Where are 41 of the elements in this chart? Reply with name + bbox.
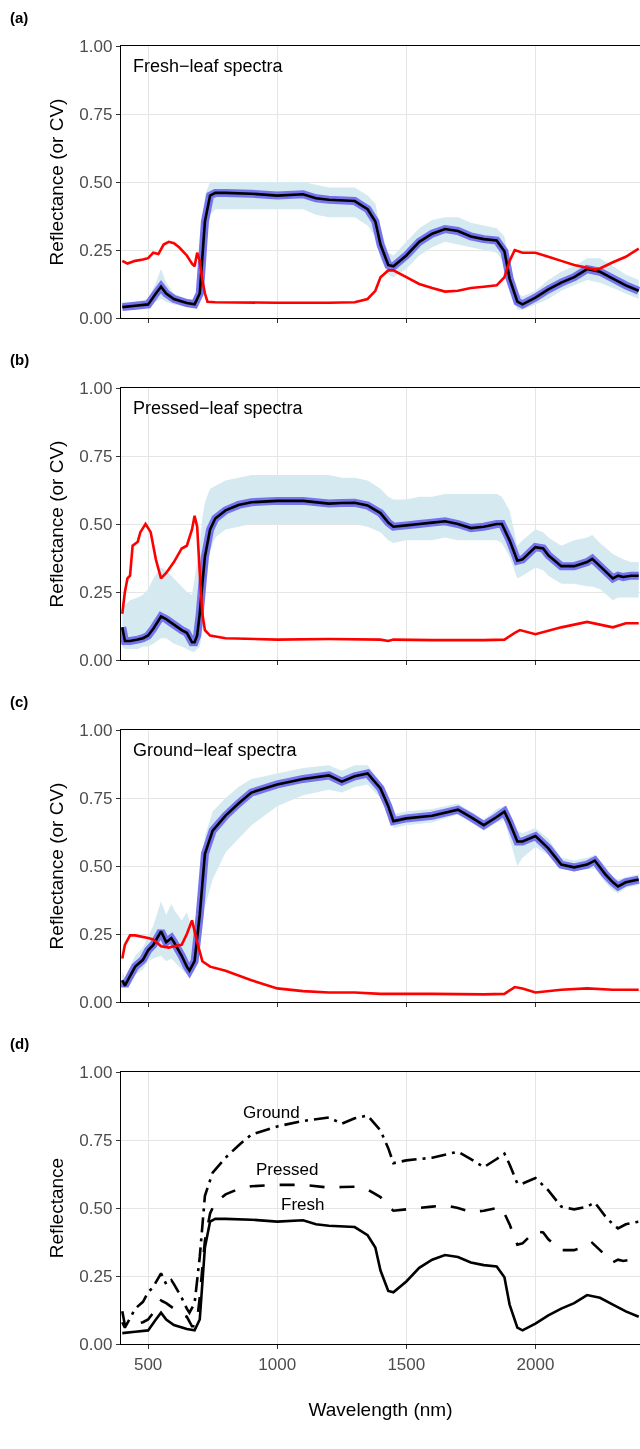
- x-axis-title: Wavelength (nm): [308, 1399, 453, 1421]
- y-tick-label: 0.25: [79, 1266, 113, 1286]
- y-axis-title: Reflectance (or CV): [46, 440, 68, 608]
- y-tick-label: 0.00: [79, 992, 113, 1012]
- y-tick-label: 0.00: [79, 308, 113, 328]
- x-tick-label: 2000: [516, 1354, 555, 1374]
- x-tick-label: 1000: [258, 1354, 297, 1374]
- series-label: Fresh: [281, 1195, 325, 1214]
- y-tick-label: 0.00: [79, 650, 113, 670]
- text: (d): [10, 1035, 30, 1052]
- y-tick-label: 0.75: [79, 446, 113, 466]
- line-series: [121, 919, 640, 996]
- y-tick-label: 0.50: [79, 856, 113, 876]
- text: Fresh−leaf spectra: [133, 56, 284, 76]
- y-tick-label: 1.00: [79, 378, 113, 398]
- y-tick-label: 0.75: [79, 104, 113, 124]
- text: Pressed−leaf spectra: [133, 398, 304, 418]
- y-axis-title: Reflectance (or CV): [46, 782, 68, 950]
- y-tick-label: 0.75: [79, 788, 113, 808]
- y-tick-label: 0.25: [79, 582, 113, 602]
- series-label: Ground: [243, 1103, 300, 1122]
- series-label: Pressed: [256, 1160, 319, 1179]
- line-series: [121, 240, 640, 305]
- y-axis-title: Reflectance: [46, 1157, 68, 1259]
- y-tick-label: 1.00: [79, 720, 113, 740]
- text: (a): [10, 9, 29, 26]
- y-tick-label: 0.25: [79, 240, 113, 260]
- y-tick-label: 0.25: [79, 924, 113, 944]
- x-tick-label: 500: [133, 1354, 163, 1374]
- y-tick-label: 0.50: [79, 514, 113, 534]
- text: (c): [10, 693, 29, 710]
- text: (b): [10, 351, 30, 368]
- y-tick-label: 1.00: [79, 1062, 113, 1082]
- x-tick-label: 1500: [387, 1354, 426, 1374]
- y-tick-label: 0.50: [79, 1198, 113, 1218]
- y-tick-label: 0.50: [79, 172, 113, 192]
- y-tick-label: 0.75: [79, 1130, 113, 1150]
- text: Ground−leaf spectra: [133, 740, 298, 760]
- y-tick-label: 1.00: [79, 36, 113, 56]
- y-axis-title: Reflectance (or CV): [46, 98, 68, 266]
- y-tick-label: 0.00: [79, 1334, 113, 1354]
